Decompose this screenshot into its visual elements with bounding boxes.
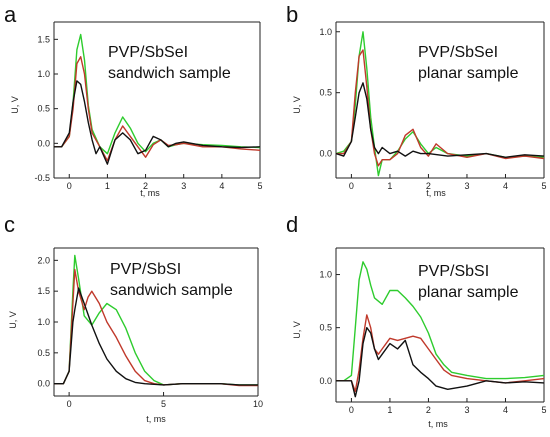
chart-b-title-line2: planar sample [418, 65, 519, 82]
y-tick-label-d: 1.0 [319, 270, 332, 280]
x-tick-label-a: 5 [257, 181, 262, 191]
panel-d: d 0 1 2 3 4 5 0.0 0.5 1.0 PVP/SbSI planar sample… [286, 212, 547, 429]
chart-a-title-line2: sandwich sample [108, 65, 231, 82]
chart-a-plot: 0 1 2 3 4 5 -0.5 0.0 0.5 1.0 1.5 [34, 21, 263, 191]
panel-letter-d: d [286, 212, 298, 237]
panel-a: a 0 1 2 3 4 5 -0.5 0.0 0.5 1.0 1.5 PVP/SbSeI sandw… [4, 2, 263, 198]
x-tick-label-d: 4 [503, 405, 508, 415]
chart-a-xlabel: t, ms [140, 188, 160, 198]
y-tick-label-a: -0.5 [34, 173, 50, 183]
series-line-b-1 [336, 49, 545, 167]
series-line-d-0 [336, 261, 545, 382]
x-tick-label-d: 2 [426, 405, 431, 415]
panel-letter-b: b [286, 2, 298, 27]
series-line-b-2 [335, 82, 545, 158]
y-tick-label-b: 0.5 [319, 88, 332, 98]
y-tick-label-b: 0.0 [319, 149, 332, 159]
x-tick-label-d: 1 [387, 405, 392, 415]
x-tick-label-b: 5 [541, 181, 546, 191]
x-tick-label-d: 5 [541, 405, 546, 415]
x-tick-label-b: 2 [426, 181, 431, 191]
series-line-a-1 [54, 56, 261, 162]
y-tick-label-a: 1.0 [37, 69, 50, 79]
panel-c: c 0 5 10 0.0 0.5 1.0 1.5 2.0 PVP/SbSI sandwich … [4, 212, 263, 424]
series-line-d-1 [336, 314, 545, 393]
series-line-d-2 [336, 327, 545, 398]
chart-b-ylabel: U, V [292, 96, 302, 114]
y-tick-label-c: 0.0 [37, 379, 50, 389]
x-tick-label-b: 1 [387, 181, 392, 191]
chart-c-title-line2: sandwich sample [110, 282, 233, 299]
y-tick-label-c: 1.5 [37, 286, 50, 296]
chart-a-title-line1: PVP/SbSeI [108, 44, 188, 61]
y-tick-label-d: 0.0 [319, 376, 332, 386]
y-tick-label-a: 0.0 [37, 138, 50, 148]
y-tick-label-a: 0.5 [37, 104, 50, 114]
chart-b-xlabel: t, ms [426, 188, 446, 198]
x-tick-label-b: 3 [464, 181, 469, 191]
x-tick-label-c: 10 [253, 399, 263, 409]
y-tick-label-a: 1.5 [37, 34, 50, 44]
chart-c-title-line1: PVP/SbSI [110, 261, 181, 278]
chart-c-xlabel: t, ms [146, 414, 166, 424]
y-tick-label-c: 1.0 [37, 317, 50, 327]
x-tick-label-c: 5 [161, 399, 166, 409]
x-tick-label-d: 0 [349, 405, 354, 415]
series-line-c-2 [54, 287, 258, 386]
chart-b-title-line1: PVP/SbSeI [418, 44, 498, 61]
panel-letter-c: c [4, 212, 15, 237]
panel-letter-a: a [4, 2, 17, 27]
chart-b-plot: 0 1 2 3 4 5 0.0 0.5 1.0 [319, 21, 547, 191]
x-tick-label-d: 3 [464, 405, 469, 415]
chart-a-ylabel: U, V [10, 96, 20, 114]
x-tick-label-a: 2 [143, 181, 148, 191]
chart-d-plot: 0 1 2 3 4 5 0.0 0.5 1.0 [319, 247, 547, 415]
x-tick-label-a: 1 [105, 181, 110, 191]
y-tick-label-b: 1.0 [319, 27, 332, 37]
series-line-a-2 [54, 80, 261, 165]
x-tick-label-a: 3 [181, 181, 186, 191]
x-tick-label-b: 0 [349, 181, 354, 191]
y-tick-label-c: 0.5 [37, 348, 50, 358]
chart-d-xlabel: t, ms [428, 419, 448, 429]
y-tick-label-c: 2.0 [37, 255, 50, 265]
x-tick-label-c: 0 [67, 399, 72, 409]
y-tick-label-d: 0.5 [319, 323, 332, 333]
panel-b: b 0 1 2 3 4 5 0.0 0.5 1.0 PVP/SbSeI planar sampl… [286, 2, 547, 198]
chart-c-plot: 0 5 10 0.0 0.5 1.0 1.5 2.0 [37, 247, 263, 409]
chart-d-title-line1: PVP/SbSI [418, 263, 489, 280]
chart-c-ylabel: U, V [8, 311, 18, 329]
chart-d-title-line2: planar sample [418, 284, 519, 301]
x-tick-label-a: 4 [219, 181, 224, 191]
x-tick-label-a: 0 [67, 181, 72, 191]
x-tick-label-b: 4 [503, 181, 508, 191]
chart-d-ylabel: U, V [292, 321, 302, 339]
